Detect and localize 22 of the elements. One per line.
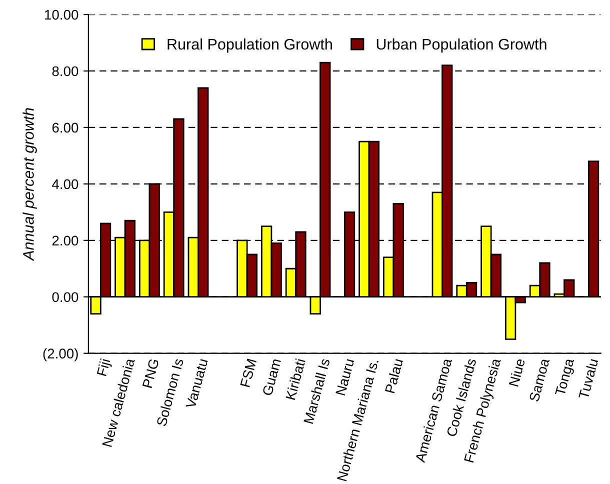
x-tick-label: Tonga <box>555 358 577 398</box>
x-tick-label: Fiji <box>96 358 113 377</box>
x-tick-label: Guam <box>262 358 282 396</box>
y-tick-label: 6.00 <box>52 122 78 133</box>
x-tick-label: Niue <box>508 358 526 387</box>
x-tick-label: Nauru <box>336 358 354 396</box>
y-tick-label: 4.00 <box>52 179 78 190</box>
x-tick-label: Tuvalu <box>578 358 598 400</box>
x-tick-label: Palau <box>384 358 404 394</box>
x-tick-label: Vanuatu <box>186 358 208 410</box>
y-tick-label: (2.00) <box>43 348 78 362</box>
x-tick-label: Samoa <box>528 358 550 402</box>
x-tick-label: Kiribati <box>285 358 306 400</box>
legend-label: Urban Population Growth <box>376 38 546 53</box>
legend-label: Rural Population Growth <box>168 38 332 53</box>
y-tick-label: 10.00 <box>45 10 78 20</box>
y-tick-label: 0.00 <box>52 292 78 302</box>
x-tick-label: FSM <box>240 358 257 388</box>
x-tick-label: PNG <box>142 358 160 388</box>
y-axis-title: Annual percent growth <box>22 108 37 262</box>
y-tick-label: 8.00 <box>52 66 78 76</box>
y-tick-label: 2.00 <box>52 236 78 246</box>
